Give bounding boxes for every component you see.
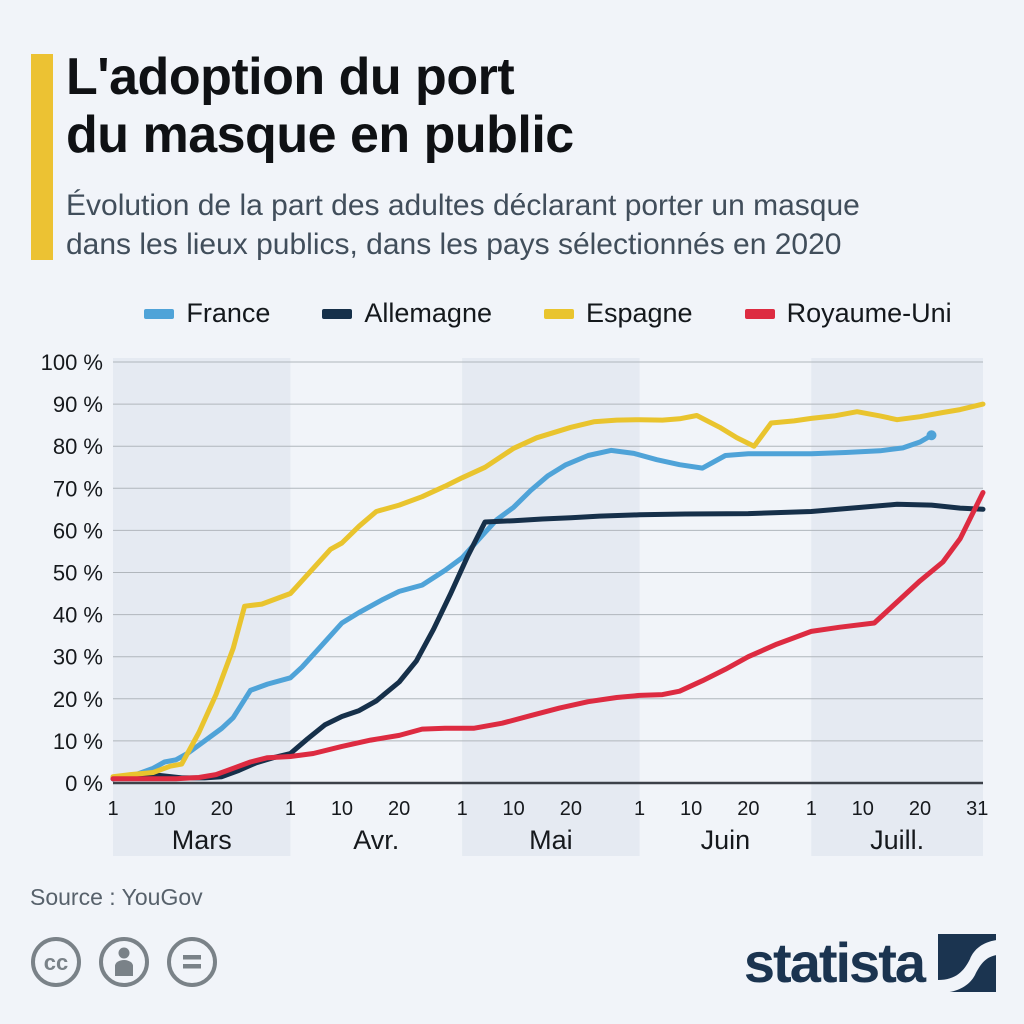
month-label-juill: Juill. [870, 825, 924, 855]
legend-swatch [144, 308, 175, 319]
statista-logo-icon [938, 933, 996, 992]
x-tick-mai-20: 20 [560, 798, 582, 820]
x-tick-juin-10: 10 [680, 798, 702, 820]
subtitle-line-1: Évolution de la part des adultes déclara… [66, 189, 860, 222]
x-tick-mai-1: 1 [457, 798, 468, 820]
y-axis-label-80: 80 % [53, 434, 103, 459]
y-axis-label-70: 70 % [53, 476, 103, 501]
legend-swatch [744, 308, 775, 319]
month-label-avr: Avr. [353, 825, 399, 855]
svg-text:cc: cc [44, 950, 68, 975]
x-tick-mars-20: 20 [211, 798, 233, 820]
legend-label: Espagne [585, 298, 693, 328]
x-tick-juin-1: 1 [634, 798, 645, 820]
cc-license-icon[interactable]: cc [30, 936, 82, 988]
x-tick-avr-10: 10 [331, 798, 353, 820]
y-axis-label-90: 90 % [53, 392, 103, 417]
y-axis-label-0: 0 % [65, 771, 103, 796]
x-tick-mars-1: 1 [107, 798, 118, 820]
x-tick-juill-10: 10 [852, 798, 874, 820]
y-axis-label-60: 60 % [53, 518, 103, 543]
month-band-juill [811, 358, 983, 856]
source-text: Source : YouGov [30, 884, 203, 910]
x-tick-avr-20: 20 [388, 798, 410, 820]
cc-license-icons: cc [30, 936, 218, 988]
page-subtitle: Évolution de la part des adultes déclara… [66, 186, 860, 264]
series-end-dot-france [926, 430, 937, 441]
x-tick-juill-1: 1 [806, 798, 817, 820]
legend-swatch [543, 308, 574, 319]
legend-item-royaume-uni: Royaume-Uni [744, 298, 952, 329]
y-axis-label-20: 20 % [53, 687, 103, 712]
title-line-2: du masque en public [66, 106, 574, 164]
x-tick-juin-20: 20 [737, 798, 759, 820]
subtitle-line-2: dans les lieux publics, dans les pays sé… [66, 228, 842, 261]
statista-logo[interactable]: statista [744, 930, 996, 995]
month-label-juin: Juin [701, 825, 751, 855]
legend-item-france: France [144, 298, 270, 329]
page-title: L'adoption du port du masque en public [66, 48, 574, 164]
title-accent-bar [31, 54, 53, 260]
cc-by-person-icon[interactable] [98, 936, 150, 988]
chart-legend: France Allemagne Espagne Royaume-Uni [113, 298, 983, 329]
legend-label: Royaume-Uni [786, 298, 952, 328]
month-band-mai [462, 358, 640, 856]
statista-wordmark: statista [743, 931, 926, 994]
series-line-allemagne [110, 501, 986, 782]
legend-label: Allemagne [364, 298, 492, 328]
legend-swatch [322, 308, 353, 319]
y-axis-label-100: 100 % [41, 350, 103, 375]
y-axis-label-40: 40 % [53, 603, 103, 628]
x-tick-juill-20: 20 [909, 798, 931, 820]
series-line-royaume-uni [110, 490, 986, 782]
y-axis-label-30: 30 % [53, 645, 103, 670]
y-axis-label-50: 50 % [53, 561, 103, 586]
x-tick-juill-31: 31 [966, 798, 988, 820]
title-line-1: L'adoption du port [66, 48, 515, 106]
month-label-mai: Mai [529, 825, 573, 855]
x-tick-avr-1: 1 [285, 798, 296, 820]
cc-nd-equals-icon[interactable] [166, 936, 218, 988]
legend-item-allemagne: Allemagne [322, 298, 492, 329]
series-line-espagne [110, 401, 986, 780]
y-axis-label-10: 10 % [53, 729, 103, 754]
x-tick-mai-10: 10 [503, 798, 525, 820]
legend-item-espagne: Espagne [543, 298, 693, 329]
x-tick-mars-10: 10 [153, 798, 175, 820]
legend-label: France [186, 298, 271, 328]
month-label-mars: Mars [172, 825, 232, 855]
